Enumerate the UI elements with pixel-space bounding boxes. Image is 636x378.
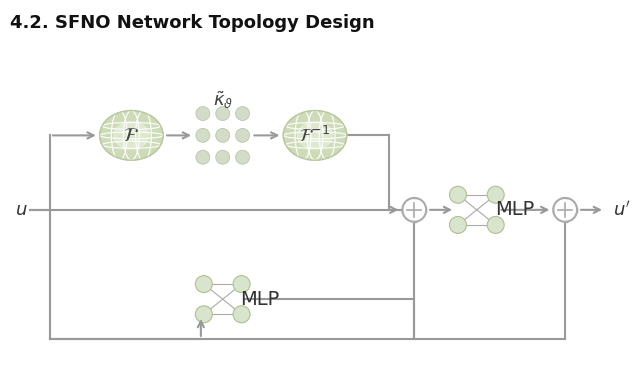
Ellipse shape bbox=[100, 111, 163, 160]
Circle shape bbox=[196, 107, 210, 121]
Circle shape bbox=[235, 107, 249, 121]
Circle shape bbox=[487, 186, 504, 203]
Ellipse shape bbox=[114, 122, 149, 149]
Ellipse shape bbox=[298, 122, 333, 149]
Circle shape bbox=[216, 129, 230, 143]
Circle shape bbox=[196, 150, 210, 164]
Circle shape bbox=[233, 306, 250, 323]
Circle shape bbox=[216, 107, 230, 121]
Circle shape bbox=[195, 276, 212, 293]
Text: $\mathcal{F}^{-1}$: $\mathcal{F}^{-1}$ bbox=[300, 126, 331, 146]
Circle shape bbox=[235, 129, 249, 143]
Circle shape bbox=[216, 150, 230, 164]
Circle shape bbox=[235, 150, 249, 164]
Circle shape bbox=[233, 276, 250, 293]
Ellipse shape bbox=[283, 111, 347, 160]
Text: $u'$: $u'$ bbox=[613, 200, 630, 219]
Circle shape bbox=[196, 129, 210, 143]
Text: $\mathcal{F}$: $\mathcal{F}$ bbox=[123, 127, 139, 146]
Text: $\tilde{\kappa}_\vartheta$: $\tilde{\kappa}_\vartheta$ bbox=[212, 90, 233, 112]
Circle shape bbox=[195, 306, 212, 323]
Circle shape bbox=[450, 217, 466, 234]
Circle shape bbox=[450, 186, 466, 203]
Circle shape bbox=[553, 198, 577, 222]
Text: 4.2. SFNO Network Topology Design: 4.2. SFNO Network Topology Design bbox=[10, 14, 375, 32]
Circle shape bbox=[403, 198, 426, 222]
Text: MLP: MLP bbox=[495, 200, 534, 219]
Text: $u$: $u$ bbox=[15, 201, 27, 219]
Circle shape bbox=[487, 217, 504, 234]
Text: MLP: MLP bbox=[240, 290, 280, 309]
